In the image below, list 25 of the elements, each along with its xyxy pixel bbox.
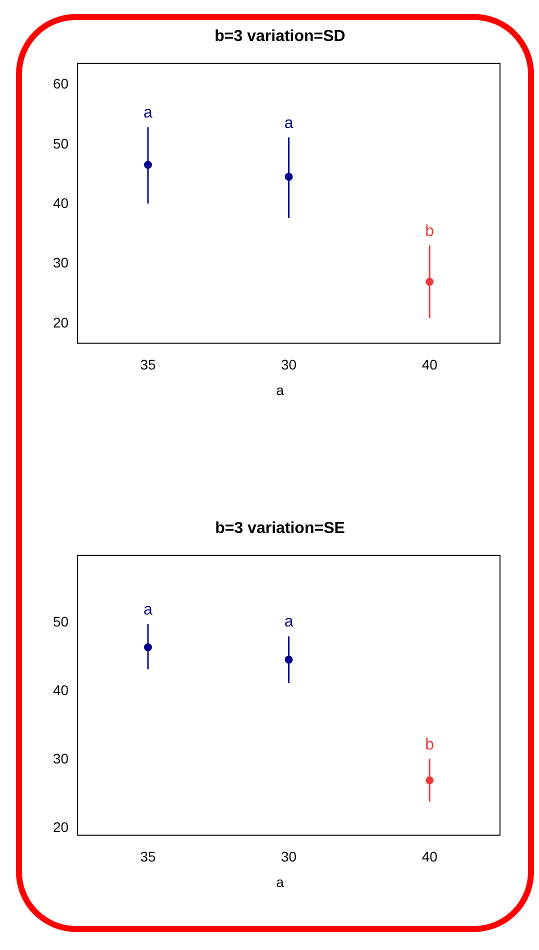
annotation: a	[284, 614, 294, 631]
chart-title: b=3 variation=SE	[214, 520, 346, 539]
annotation: a	[144, 104, 153, 122]
x-tick-label: 40	[422, 356, 438, 372]
x-tick-label: 40	[422, 848, 438, 864]
y-tick-label: 50	[52, 135, 69, 152]
y-tick-label: 30	[52, 750, 69, 767]
x-axis-title: a	[275, 874, 285, 890]
y-tick-label: 30	[52, 254, 69, 271]
annotation: b	[425, 736, 434, 754]
x-tick-label: 30	[280, 848, 297, 864]
chart-title: b=3 variation=SD	[214, 28, 346, 47]
y-tick-label: 40	[52, 195, 69, 212]
annotation: a	[284, 114, 294, 132]
x-axis-title: a	[275, 382, 285, 398]
y-tick-label: 40	[52, 682, 69, 698]
y-tick-label: 20	[52, 314, 69, 330]
y-tick-label: 50	[52, 613, 69, 630]
annotation: a	[144, 601, 153, 618]
annotation: b	[425, 222, 434, 240]
y-tick-label: 20	[52, 819, 69, 836]
y-tick-label: 60	[52, 76, 69, 92]
x-tick-label: 35	[140, 848, 156, 864]
x-tick-label: 30	[280, 356, 297, 372]
x-tick-label: 35	[140, 356, 156, 372]
